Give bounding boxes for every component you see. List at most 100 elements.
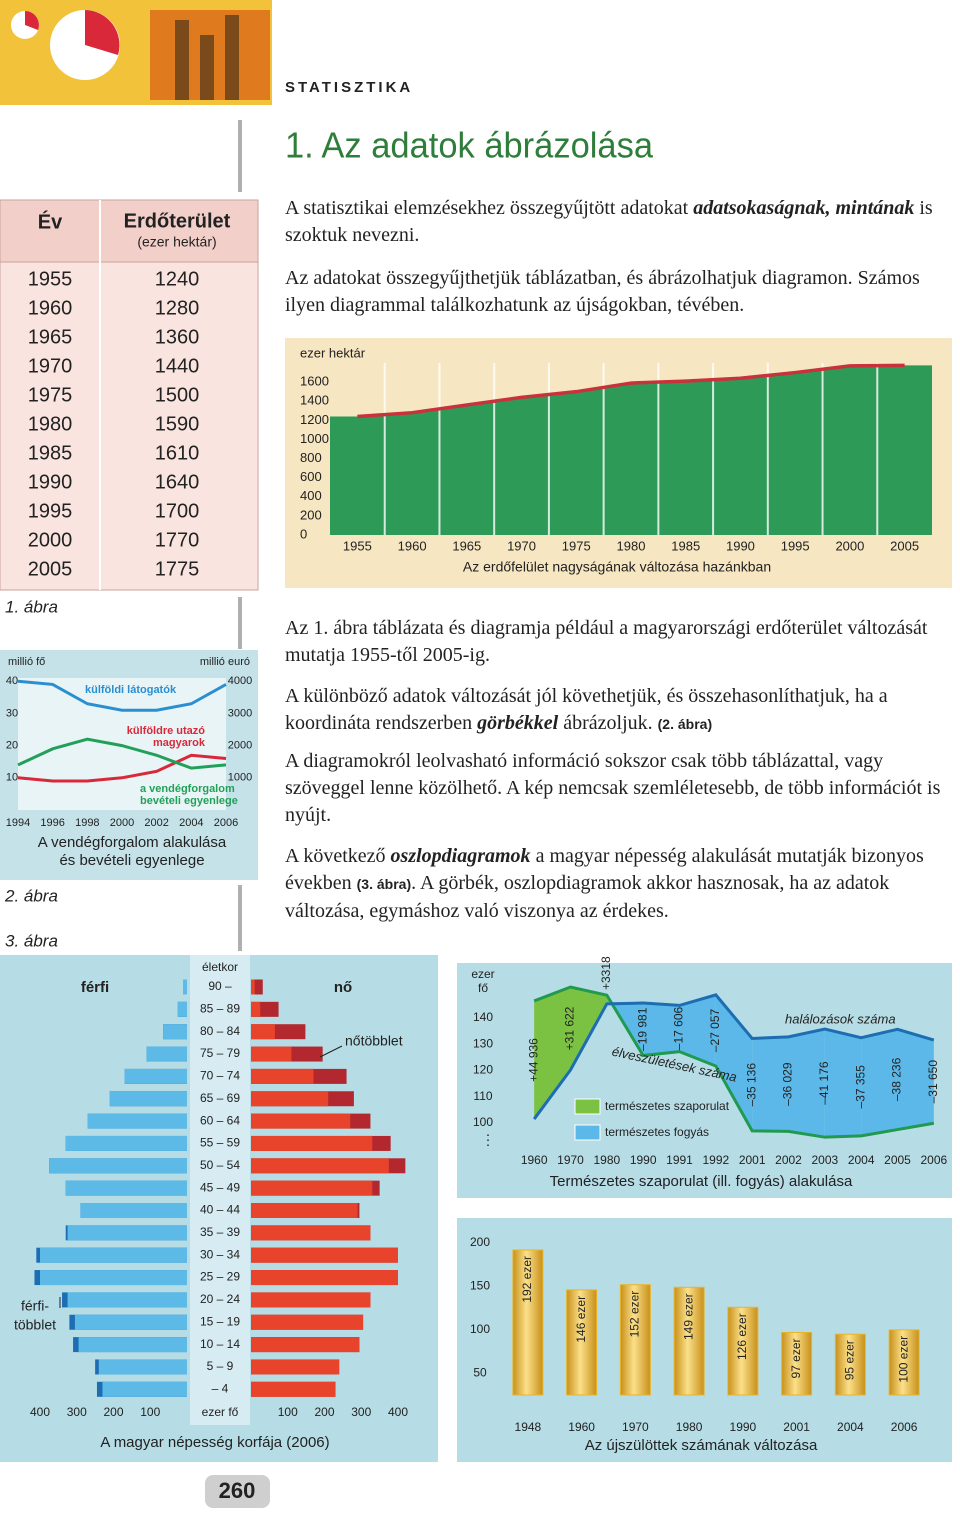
bar-female-common	[251, 1180, 373, 1196]
difference-fill	[897, 1029, 934, 1130]
paragraph: A különböző adatok változását jól követh…	[285, 683, 957, 738]
paragraph: A következő oszlopdiagramok a magyar nép…	[285, 843, 957, 925]
bar-female-common	[251, 1068, 314, 1084]
difference-label: –37 355	[853, 1065, 867, 1109]
x-tick-label: 1996	[40, 817, 64, 829]
bar-female-common	[251, 1024, 275, 1040]
bar-male-common	[40, 1270, 187, 1286]
chart-title: Természetes szaporulat (ill. fogyás) ala…	[550, 1173, 853, 1190]
bar-male-common	[65, 1135, 187, 1151]
data-label: 126 ezer	[735, 1313, 749, 1360]
y-tick-label: 1200	[300, 412, 329, 427]
paragraph: Az 1. ábra táblázata és diagramja példáu…	[285, 615, 957, 669]
y2-tick-label: 3000	[228, 707, 252, 719]
data-label: 97 ezer	[789, 1338, 803, 1378]
series-label: magyarok	[153, 737, 206, 749]
y-tick-label: 600	[300, 469, 322, 484]
x-tick-label: 2002	[144, 817, 168, 829]
age-label: 10 – 14	[200, 1337, 240, 1351]
age-label: 90 –	[208, 979, 232, 993]
age-label: 30 – 34	[200, 1247, 240, 1261]
figure-label: 1. ábra	[5, 597, 58, 616]
paragraph: Az adatokat összegyűjthetjük táblázatban…	[285, 265, 957, 319]
table-unit: (ezer hektár)	[137, 234, 216, 250]
figure-label: 2. ábra	[4, 886, 58, 905]
bar-female-common	[251, 1091, 329, 1107]
difference-label: –17 606	[672, 1006, 686, 1050]
bar-male-common	[78, 1337, 187, 1353]
data-label: 192 ezer	[520, 1256, 534, 1303]
axis-break: ⋮	[481, 1132, 495, 1148]
text-run: a magyar népesség alakulását mutatják bi…	[285, 845, 924, 894]
bar-female-common	[251, 1203, 358, 1218]
bar-female-common	[251, 979, 255, 995]
axis-label: millió fő	[8, 656, 45, 668]
bar-female-common	[251, 1225, 371, 1241]
data-label: 149 ezer	[681, 1293, 695, 1340]
table-cell: 1700	[155, 500, 200, 522]
annotation: férfi-	[21, 1298, 49, 1314]
paragraph: A diagramokról leolvasható információ so…	[285, 748, 957, 829]
difference-label: –38 236	[890, 1057, 904, 1101]
line	[532, 993, 935, 1120]
section-label: STATISZTIKA	[285, 79, 413, 96]
x-tick-label: 200	[103, 1405, 123, 1419]
x-tick-label: 1970	[557, 1153, 584, 1167]
x-tick-label: 2004	[848, 1153, 875, 1167]
y-tick-label: 10	[6, 772, 18, 784]
data-label: 100 ezer	[896, 1336, 910, 1383]
table-cell: 1995	[28, 500, 73, 522]
bar-male-common	[102, 1381, 187, 1397]
age-label: 70 – 74	[200, 1069, 240, 1083]
x-tick-label: 1995	[781, 538, 810, 553]
x-tick-label: 2006	[920, 1153, 947, 1167]
axis-label: fő	[478, 981, 488, 995]
legend-swatch	[574, 1098, 601, 1115]
bar	[673, 1286, 705, 1396]
age-label: 50 – 54	[200, 1158, 240, 1172]
age-label: 40 – 44	[200, 1203, 240, 1217]
difference-label: +44 936	[526, 1038, 540, 1082]
y-tick-label: 800	[300, 450, 322, 465]
emphasis: adatsokaságnak,	[693, 197, 831, 219]
difference-label: –35 136	[744, 1063, 758, 1107]
x-tick-label: 1955	[343, 538, 372, 553]
data-label: 146 ezer	[574, 1296, 588, 1343]
x-tick-label: 100	[278, 1405, 298, 1419]
age-label: 45 – 49	[200, 1180, 240, 1194]
figure-label: 3. ábra	[5, 931, 58, 950]
age-label: 35 – 39	[200, 1225, 240, 1239]
page-title: 1. Az adatok ábrázolása	[285, 125, 654, 166]
axis-label: életkor	[202, 960, 238, 974]
x-tick-label: 300	[67, 1405, 87, 1419]
difference-label: –41 176	[817, 1061, 831, 1105]
table-cell: 1500	[155, 384, 200, 406]
bar-male-common	[183, 979, 187, 995]
bar-male-common	[98, 1359, 187, 1375]
age-label: 5 – 9	[207, 1359, 234, 1373]
y-tick-label: 130	[473, 1036, 493, 1050]
legend-label: természetes szaporulat	[605, 1099, 730, 1113]
page-number: 260	[219, 1478, 256, 1503]
axis-label: millió euró	[200, 656, 250, 668]
line	[17, 679, 227, 712]
age-label: – 4	[212, 1381, 229, 1395]
bar	[888, 1329, 920, 1396]
age-label: 55 – 59	[200, 1136, 240, 1150]
difference-label: –19 981	[635, 1007, 649, 1051]
x-tick-label: 1970	[507, 538, 536, 553]
x-tick-label: 300	[351, 1405, 371, 1419]
chart-title: és bevételi egyenlege	[59, 852, 204, 869]
x-tick-label: 2006	[891, 1420, 918, 1434]
bar-female-common	[251, 1135, 373, 1151]
bar-female	[251, 979, 263, 995]
bar	[781, 1331, 813, 1396]
difference-fill	[752, 1036, 789, 1132]
y-tick-label: 1600	[300, 374, 329, 389]
text-run: A statisztikai elemzésekhez összegyűjtöt…	[285, 197, 694, 219]
age-label: 85 – 89	[200, 1002, 240, 1016]
emphasis: oszlopdiagramok	[390, 845, 531, 867]
x-tick-label: 1960	[398, 538, 427, 553]
